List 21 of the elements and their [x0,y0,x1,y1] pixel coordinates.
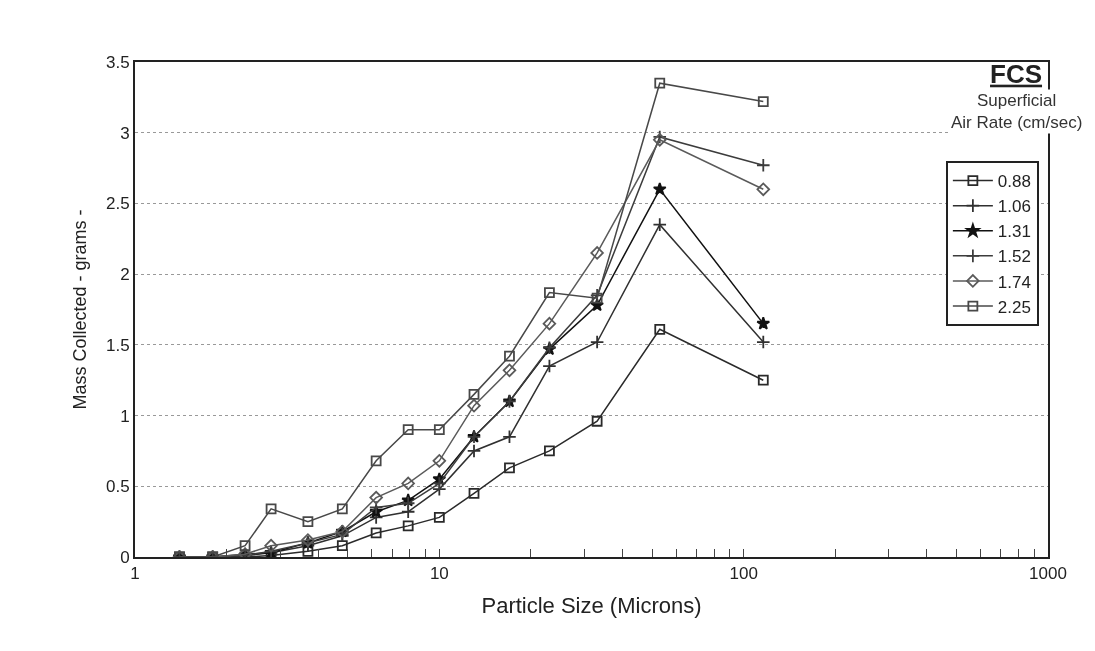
legend-title: Superficial Air Rate (cm/sec) [951,91,1083,133]
y-tick-label: 0 [120,547,130,567]
y-tick-label: 0.5 [105,477,130,497]
x-tick-label: 100 [729,564,758,584]
chart-title: FCS [990,58,1043,89]
legend-label: 2.25 [997,297,1031,317]
y-tick-label: 1 [120,406,130,426]
y-tick-label: 2.5 [105,194,130,214]
y-tick-label: 3 [120,123,130,143]
y-tick-label: 1.5 [105,335,130,355]
legend-label: 1.31 [997,222,1031,242]
x-tick-label: 1000 [1029,564,1067,584]
legend-label: 1.52 [997,247,1031,267]
legend-label: 1.74 [997,272,1031,292]
x-axis-title: Particle Size (Microns) [481,592,702,618]
legend-label: 1.06 [997,197,1031,217]
y-axis-title: Mass Collected - grams - [69,209,90,410]
legend-label: 0.88 [997,172,1031,192]
y-tick-label: 2 [120,265,130,285]
x-tick-label: 10 [429,564,449,584]
y-tick-label: 3.5 [105,52,130,72]
